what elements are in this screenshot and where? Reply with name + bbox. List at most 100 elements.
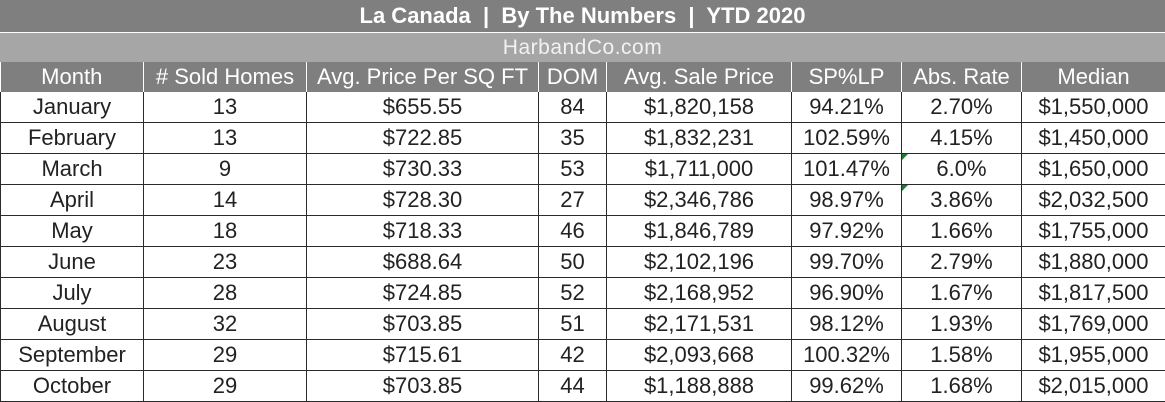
table-cell[interactable]: 84: [539, 92, 607, 123]
table-cell[interactable]: $724.85: [307, 278, 539, 309]
table-cell[interactable]: $1,188,888: [607, 371, 792, 402]
table-cell[interactable]: September: [1, 340, 144, 371]
table-cell[interactable]: $2,032,500: [1022, 185, 1165, 216]
table-cell[interactable]: 102.59%: [792, 123, 902, 154]
table-cell[interactable]: 4.15%: [902, 123, 1022, 154]
table-cell[interactable]: 97.92%: [792, 216, 902, 247]
column-header: Month: [1, 62, 144, 92]
table-cell[interactable]: 2.79%: [902, 247, 1022, 278]
table-cell[interactable]: 28: [144, 278, 307, 309]
table-cell[interactable]: 29: [144, 371, 307, 402]
table-cell[interactable]: $1,711,000: [607, 154, 792, 185]
table-cell[interactable]: 99.70%: [792, 247, 902, 278]
table-cell[interactable]: 99.62%: [792, 371, 902, 402]
table-cell[interactable]: $1,880,000: [1022, 247, 1165, 278]
table-cell[interactable]: 1.67%: [902, 278, 1022, 309]
table-cell[interactable]: 94.21%: [792, 92, 902, 123]
table-cell[interactable]: $2,093,668: [607, 340, 792, 371]
table-cell[interactable]: 14: [144, 185, 307, 216]
table-cell[interactable]: $703.85: [307, 309, 539, 340]
table-cell[interactable]: $728.30: [307, 185, 539, 216]
table-cell[interactable]: 2.70%: [902, 92, 1022, 123]
table-cell[interactable]: 52: [539, 278, 607, 309]
table-cell[interactable]: $1,450,000: [1022, 123, 1165, 154]
table-cell[interactable]: 53: [539, 154, 607, 185]
table-cell[interactable]: $722.85: [307, 123, 539, 154]
table-cell[interactable]: $655.55: [307, 92, 539, 123]
table-cell[interactable]: $1,755,000: [1022, 216, 1165, 247]
column-header: SP%LP: [792, 62, 902, 92]
table-cell[interactable]: March: [1, 154, 144, 185]
table-cell[interactable]: $2,346,786: [607, 185, 792, 216]
sheet-subtitle: HarbandCo.com: [0, 33, 1165, 62]
table-cell[interactable]: $1,769,000: [1022, 309, 1165, 340]
column-header: Avg. Sale Price: [607, 62, 792, 92]
table-cell[interactable]: 23: [144, 247, 307, 278]
table-cell[interactable]: 46: [539, 216, 607, 247]
table-cell[interactable]: 98.97%: [792, 185, 902, 216]
table-cell[interactable]: $688.64: [307, 247, 539, 278]
table-cell[interactable]: $1,832,231: [607, 123, 792, 154]
table-cell[interactable]: 1.68%: [902, 371, 1022, 402]
table-cell[interactable]: October: [1, 371, 144, 402]
column-header: Avg. Price Per SQ FT: [307, 62, 539, 92]
table-cell[interactable]: $2,102,196: [607, 247, 792, 278]
table-cell[interactable]: $1,955,000: [1022, 340, 1165, 371]
table-cell[interactable]: $718.33: [307, 216, 539, 247]
column-header: Median: [1022, 62, 1165, 92]
table-cell[interactable]: 3.86%: [902, 185, 1022, 216]
table-cell[interactable]: 101.47%: [792, 154, 902, 185]
table-cell[interactable]: $1,820,158: [607, 92, 792, 123]
table-cell[interactable]: 32: [144, 309, 307, 340]
table-cell[interactable]: August: [1, 309, 144, 340]
column-header: # Sold Homes: [144, 62, 307, 92]
table-cell[interactable]: 44: [539, 371, 607, 402]
table-cell[interactable]: $2,015,000: [1022, 371, 1165, 402]
table-cell[interactable]: 42: [539, 340, 607, 371]
table-cell[interactable]: $703.85: [307, 371, 539, 402]
table-cell[interactable]: 96.90%: [792, 278, 902, 309]
column-header: DOM: [539, 62, 607, 92]
table-cell[interactable]: 1.66%: [902, 216, 1022, 247]
table-cell[interactable]: $2,171,531: [607, 309, 792, 340]
table-cell[interactable]: May: [1, 216, 144, 247]
table-cell[interactable]: 9: [144, 154, 307, 185]
table-cell[interactable]: April: [1, 185, 144, 216]
table-cell[interactable]: 6.0%: [902, 154, 1022, 185]
table-cell[interactable]: $730.33: [307, 154, 539, 185]
table-cell[interactable]: 100.32%: [792, 340, 902, 371]
table-cell[interactable]: $715.61: [307, 340, 539, 371]
table-cell[interactable]: 27: [539, 185, 607, 216]
table-cell[interactable]: 29: [144, 340, 307, 371]
table-cell[interactable]: June: [1, 247, 144, 278]
column-header: Abs. Rate: [902, 62, 1022, 92]
table-cell[interactable]: 1.58%: [902, 340, 1022, 371]
table-cell[interactable]: $1,650,000: [1022, 154, 1165, 185]
table-cell[interactable]: 98.12%: [792, 309, 902, 340]
table-cell[interactable]: January: [1, 92, 144, 123]
table-cell[interactable]: 51: [539, 309, 607, 340]
table-cell[interactable]: $1,817,500: [1022, 278, 1165, 309]
table-cell[interactable]: 35: [539, 123, 607, 154]
table-cell[interactable]: $1,846,789: [607, 216, 792, 247]
sheet-title: La Canada | By The Numbers | YTD 2020: [0, 0, 1165, 33]
table-cell[interactable]: July: [1, 278, 144, 309]
table-cell[interactable]: 50: [539, 247, 607, 278]
table-cell[interactable]: 1.93%: [902, 309, 1022, 340]
table-cell[interactable]: $1,550,000: [1022, 92, 1165, 123]
table-cell[interactable]: 13: [144, 123, 307, 154]
table-cell[interactable]: 18: [144, 216, 307, 247]
table-cell[interactable]: 13: [144, 92, 307, 123]
table-cell[interactable]: $2,168,952: [607, 278, 792, 309]
table-cell[interactable]: February: [1, 123, 144, 154]
